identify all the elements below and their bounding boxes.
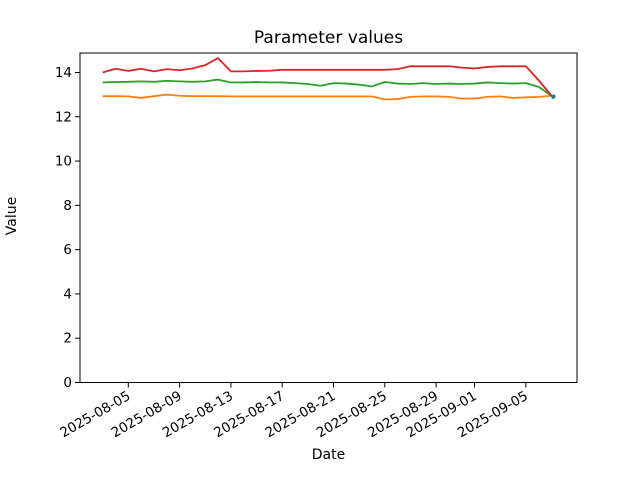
y-tick-label: 8 [63, 198, 72, 214]
series-red-line [102, 57, 553, 97]
y-tick-label: 12 [55, 109, 72, 125]
y-tick-label: 10 [55, 154, 72, 170]
y-tick-label: 0 [63, 375, 72, 391]
y-tick-label: 4 [63, 286, 72, 302]
y-tick-label: 2 [63, 331, 72, 347]
series-orange-line [102, 93, 552, 101]
y-tick-label: 6 [63, 242, 72, 258]
y-tick-label: 14 [55, 65, 72, 81]
plot-border [79, 52, 578, 383]
series-green-line [102, 78, 553, 97]
series-blue-point [551, 94, 556, 99]
chart-title: Parameter values [253, 28, 404, 48]
x-axis-label: Date [311, 447, 346, 463]
